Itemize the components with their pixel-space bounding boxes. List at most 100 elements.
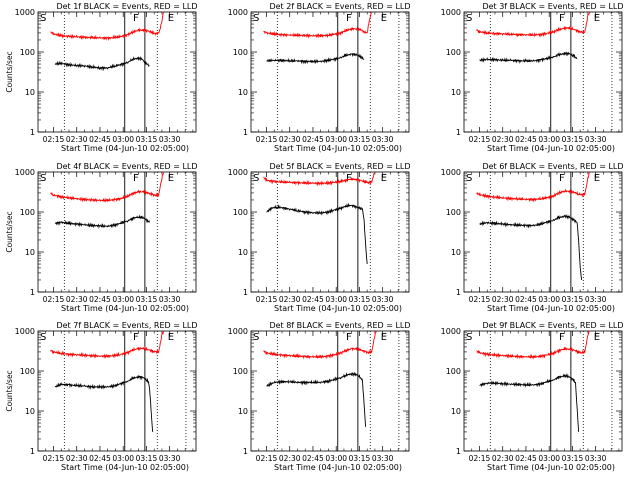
x-tick-label: 03:15 xyxy=(562,295,584,304)
y-tick-label: 1 xyxy=(243,447,248,456)
x-tick-label: 02:30 xyxy=(492,135,514,144)
x-tick-label: 03:30 xyxy=(159,295,181,304)
x-tick-label: 02:15 xyxy=(43,135,65,144)
x-tick-label: 03:30 xyxy=(159,135,181,144)
panel-title: Det 3f BLACK = Events, RED = LLD xyxy=(482,2,623,11)
panel-title: Det 5f BLACK = Events, RED = LLD xyxy=(269,162,410,171)
x-tick-label: 03:30 xyxy=(585,454,607,463)
events-rate-series-line xyxy=(479,51,578,64)
y-tick-label: 1 xyxy=(243,128,248,137)
x-tick-label: 03:00 xyxy=(112,454,134,463)
x-tick-label: 03:15 xyxy=(562,454,584,463)
x-tick-label: 02:30 xyxy=(66,454,88,463)
x-tick-label: 03:15 xyxy=(349,295,371,304)
panel-title: Det 1f BLACK = Events, RED = LLD xyxy=(56,2,197,11)
y-tick-label: 10 xyxy=(451,248,461,257)
marker-s: S xyxy=(40,13,46,24)
plot-frame xyxy=(463,171,623,293)
panel-9: Det 9f BLACK = Events, RED = LLD 1 10 100 10… xyxy=(441,321,624,472)
x-tick-label: 03:00 xyxy=(325,295,347,304)
marker-e: E xyxy=(168,332,174,343)
marker-f: F xyxy=(346,332,352,343)
plot-frame xyxy=(250,171,410,293)
y-tick-label: 1000 xyxy=(15,168,35,177)
y-tick-label: 1000 xyxy=(441,168,461,177)
x-tick-label: 03:30 xyxy=(159,454,181,463)
panel-title: Det 2f BLACK = Events, RED = LLD xyxy=(269,2,410,11)
plot-frame xyxy=(37,11,197,133)
panel-title: Det 8f BLACK = Events, RED = LLD xyxy=(269,321,410,330)
marker-e: E xyxy=(594,332,600,343)
plot-frame xyxy=(37,330,197,452)
panel-title: Det 4f BLACK = Events, RED = LLD xyxy=(56,162,197,171)
x-tick-label: 03:15 xyxy=(136,295,158,304)
x-tick-label: 02:30 xyxy=(492,295,514,304)
events-rate-series-line xyxy=(54,55,150,71)
y-tick-label: 100 xyxy=(20,48,35,57)
x-tick-label: 03:30 xyxy=(585,295,607,304)
events-rate-series-line xyxy=(479,214,583,281)
lld-rate-series-line xyxy=(263,330,377,360)
x-tick-label: 02:15 xyxy=(469,454,491,463)
panel-1: Det 1f BLACK = Events, RED = LLD 1 10 100 10… xyxy=(5,2,198,153)
marker-e: E xyxy=(168,13,174,24)
x-tick-label: 02:45 xyxy=(302,135,324,144)
y-axis-label: Counts/sec xyxy=(5,211,14,252)
y-tick-label: 100 xyxy=(20,367,35,376)
lld-rate-series-line xyxy=(476,330,590,360)
y-tick-label: 1 xyxy=(456,447,461,456)
x-tick-label: 02:45 xyxy=(89,295,111,304)
events-rate-series-line xyxy=(54,214,150,229)
x-tick-label: 02:15 xyxy=(43,454,65,463)
y-tick-label: 1000 xyxy=(228,327,248,336)
x-tick-label: 02:30 xyxy=(279,295,301,304)
marker-e: E xyxy=(168,173,174,184)
y-axis-label: Counts/sec xyxy=(5,370,14,411)
x-tick-label: 02:30 xyxy=(66,135,88,144)
y-tick-label: 1 xyxy=(456,128,461,137)
marker-e: E xyxy=(594,13,600,24)
y-tick-label: 100 xyxy=(233,367,248,376)
panel-4: Det 4f BLACK = Events, RED = LLD 1 10 100 10… xyxy=(5,162,198,313)
x-tick-label: 02:15 xyxy=(43,295,65,304)
x-axis-label: Start Time (04-Jun-10 02:05:00) xyxy=(274,463,402,472)
lld-rate-series-line xyxy=(263,171,376,187)
y-tick-label: 1 xyxy=(30,288,35,297)
y-tick-label: 1 xyxy=(243,288,248,297)
x-tick-label: 03:00 xyxy=(538,454,560,463)
panel-7: Det 7f BLACK = Events, RED = LLD 1 10 100 10… xyxy=(5,321,198,472)
y-tick-label: 10 xyxy=(238,248,248,257)
y-tick-label: 100 xyxy=(20,208,35,217)
x-tick-label: 02:30 xyxy=(279,135,301,144)
x-tick-label: 02:45 xyxy=(89,135,111,144)
lld-rate-series-line xyxy=(50,330,164,359)
x-axis-label: Start Time (04-Jun-10 02:05:00) xyxy=(61,144,189,153)
y-tick-label: 10 xyxy=(238,88,248,97)
x-tick-label: 02:30 xyxy=(279,454,301,463)
x-tick-label: 03:00 xyxy=(538,295,560,304)
x-tick-label: 03:00 xyxy=(325,454,347,463)
x-axis-label: Start Time (04-Jun-10 02:05:00) xyxy=(487,304,615,313)
marker-f: F xyxy=(133,13,139,24)
plot-frame xyxy=(463,11,623,133)
events-rate-series-line xyxy=(479,373,580,432)
y-tick-label: 10 xyxy=(451,407,461,416)
x-axis-label: Start Time (04-Jun-10 02:05:00) xyxy=(487,144,615,153)
y-tick-label: 1 xyxy=(30,447,35,456)
y-tick-label: 1 xyxy=(30,128,35,137)
x-tick-label: 03:00 xyxy=(325,135,347,144)
y-tick-label: 1000 xyxy=(15,327,35,336)
y-tick-label: 10 xyxy=(25,248,35,257)
x-tick-label: 03:00 xyxy=(112,135,134,144)
x-tick-label: 03:15 xyxy=(349,135,371,144)
marker-s: S xyxy=(253,173,259,184)
panel-2: Det 2f BLACK = Events, RED = LLD 1 10 100 10… xyxy=(228,2,411,153)
x-tick-label: 03:15 xyxy=(562,135,584,144)
x-tick-label: 02:45 xyxy=(515,135,537,144)
y-tick-label: 1000 xyxy=(441,8,461,17)
x-tick-label: 02:15 xyxy=(469,295,491,304)
y-tick-label: 1000 xyxy=(441,327,461,336)
y-tick-label: 100 xyxy=(446,367,461,376)
marker-f: F xyxy=(559,173,565,184)
